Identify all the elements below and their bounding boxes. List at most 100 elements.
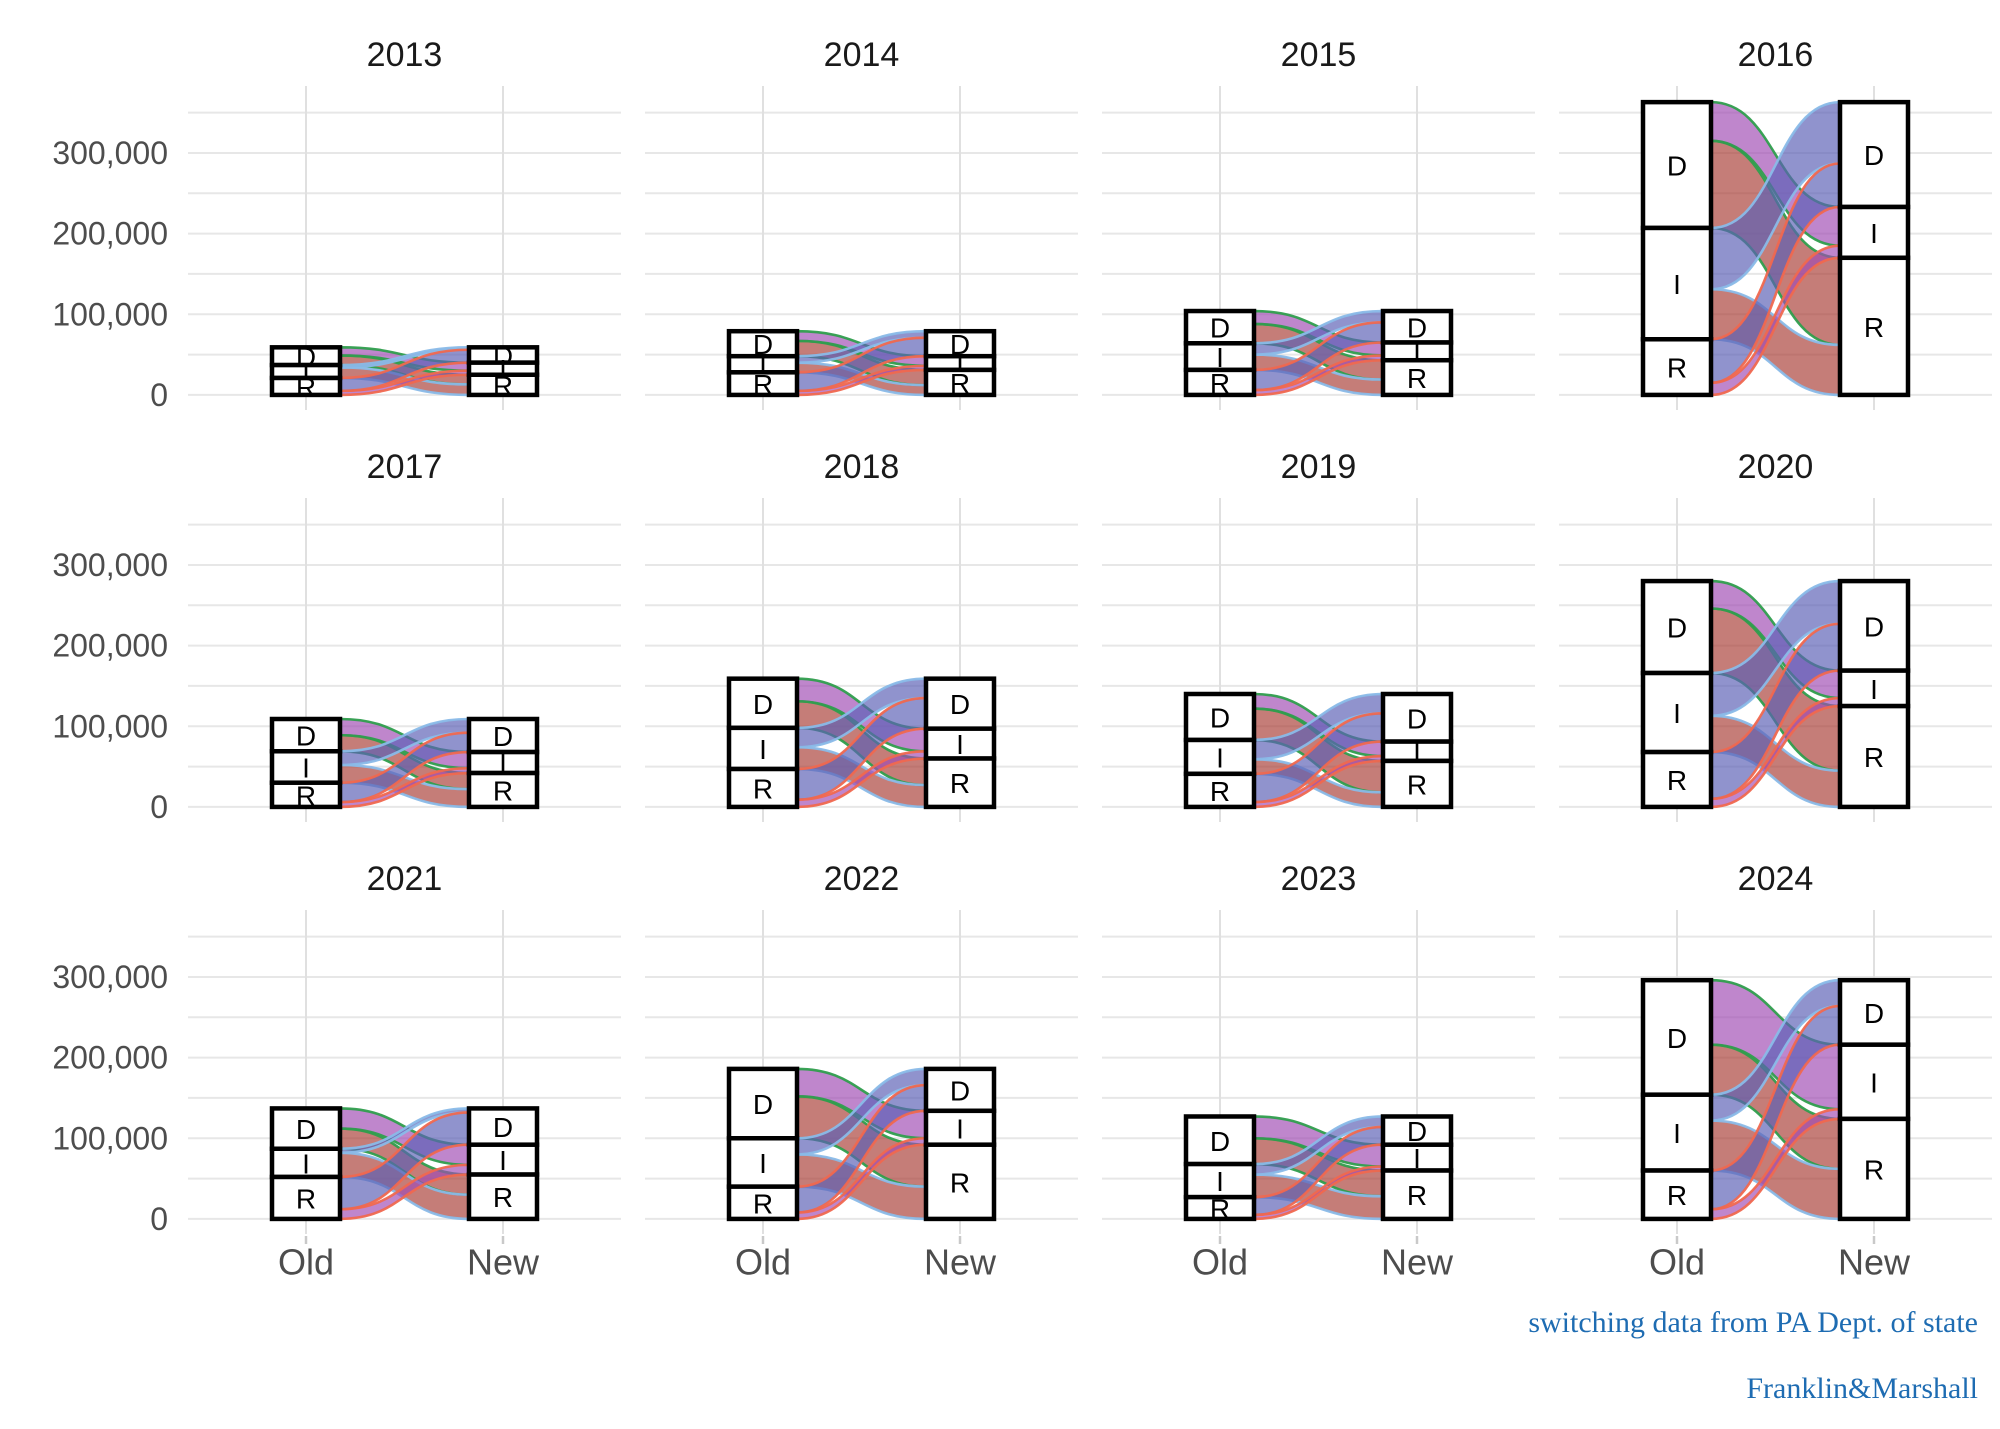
bar-segment-new-I bbox=[1837, 1042, 1911, 1122]
bar-segment-new-I bbox=[466, 1142, 540, 1177]
stratum-label-new-I: I bbox=[499, 1145, 507, 1176]
stratum-label-old-D: D bbox=[1210, 702, 1230, 733]
stratum-label-old-I: I bbox=[759, 350, 767, 381]
stratum-label-new-R: R bbox=[1407, 769, 1427, 800]
bar-segment-old-I bbox=[726, 1136, 800, 1189]
stratum-label-old-R: R bbox=[296, 780, 316, 811]
facet-title: 2024 bbox=[1738, 860, 1814, 898]
stratum-label-old-R: R bbox=[296, 1183, 316, 1214]
stratum-label-new-D: D bbox=[1407, 703, 1427, 734]
bar-segment-new-I bbox=[1380, 1142, 1454, 1173]
bar-segment-new-R bbox=[1837, 703, 1911, 810]
bar-segment-old-R bbox=[1640, 337, 1714, 398]
stratum-label-old-I: I bbox=[1673, 698, 1681, 729]
stratum-label-old-I: I bbox=[759, 734, 767, 765]
stratum-label-new-D: D bbox=[493, 721, 513, 752]
stratum-label-new-I: I bbox=[956, 1113, 964, 1144]
bar-segment-new-D bbox=[1380, 691, 1454, 744]
stratum-label-old-I: I bbox=[302, 1148, 310, 1179]
facet-title: 2017 bbox=[367, 448, 443, 486]
stratum-label-old-D: D bbox=[296, 721, 316, 752]
facet-title: 2020 bbox=[1738, 448, 1814, 486]
stratum-label-new-R: R bbox=[950, 368, 970, 399]
facet-title: 2013 bbox=[367, 36, 443, 74]
bar-segment-new-R bbox=[466, 770, 540, 810]
bar-segment-new-R bbox=[1837, 255, 1911, 398]
stratum-label-old-R: R bbox=[296, 372, 316, 403]
y-axis-tick-label: 0 bbox=[150, 1201, 168, 1237]
bar-segment-old-I bbox=[269, 1146, 343, 1180]
stratum-label-new-I: I bbox=[499, 748, 507, 779]
facet-title: 2014 bbox=[824, 36, 900, 74]
bar-segment-new-I bbox=[923, 1108, 997, 1147]
stratum-label-old-R: R bbox=[1667, 1180, 1687, 1211]
bar-segment-new-D bbox=[1837, 578, 1911, 673]
y-axis-tick-label: 300,000 bbox=[52, 959, 168, 995]
bar-segment-old-I bbox=[1183, 341, 1257, 373]
bar-segment-new-R bbox=[1380, 758, 1454, 810]
stratum-label-new-I: I bbox=[956, 729, 964, 760]
stratum-label-old-I: I bbox=[759, 1148, 767, 1179]
y-axis-tick-label: 300,000 bbox=[52, 135, 168, 171]
stratum-label-new-D: D bbox=[1864, 998, 1884, 1029]
bar-segment-old-R bbox=[726, 370, 800, 398]
bar-segment-old-R bbox=[726, 1184, 800, 1222]
bar-segment-new-R bbox=[923, 1142, 997, 1222]
caption-source: switching data from PA Dept. of state bbox=[1528, 1306, 1978, 1339]
stratum-label-new-D: D bbox=[493, 1112, 513, 1143]
stratum-label-old-I: I bbox=[1216, 1166, 1224, 1197]
stratum-label-new-D: D bbox=[950, 1075, 970, 1106]
y-axis-tick-label: 100,000 bbox=[52, 296, 168, 332]
stratum-label-new-R: R bbox=[1864, 312, 1884, 343]
stratum-label-old-I: I bbox=[302, 357, 310, 388]
stratum-label-old-D: D bbox=[753, 689, 773, 720]
stratum-label-old-R: R bbox=[1210, 368, 1230, 399]
stratum-label-old-R: R bbox=[1667, 765, 1687, 796]
y-axis-tick-label: 100,000 bbox=[52, 708, 168, 744]
stratum-label-old-D: D bbox=[296, 1114, 316, 1145]
y-axis-tick-label: 0 bbox=[150, 789, 168, 825]
stratum-label-new-R: R bbox=[1864, 1154, 1884, 1185]
bar-segment-new-R bbox=[923, 367, 997, 398]
facet-2016: 2016 D I R D I R bbox=[1559, 36, 1992, 410]
stratum-label-new-R: R bbox=[493, 370, 513, 401]
stratum-label-old-R: R bbox=[753, 369, 773, 400]
bar-segment-old-R bbox=[1640, 749, 1714, 810]
stratum-label-new-I: I bbox=[499, 354, 507, 385]
stratum-label-new-D: D bbox=[1864, 611, 1884, 642]
stratum-label-old-D: D bbox=[1667, 613, 1687, 644]
stratum-label-old-R: R bbox=[1210, 776, 1230, 807]
facet-title: 2015 bbox=[1281, 36, 1357, 74]
bar-segment-old-I bbox=[726, 725, 800, 772]
stratum-label-new-D: D bbox=[1407, 312, 1427, 343]
bar-segment-old-I bbox=[269, 749, 343, 785]
bar-segment-new-R bbox=[466, 1172, 540, 1222]
x-axis-label-old: Old bbox=[735, 1242, 791, 1283]
stratum-label-old-D: D bbox=[1210, 1126, 1230, 1157]
bar-segment-old-D bbox=[1183, 308, 1257, 346]
facet-title: 2021 bbox=[367, 860, 443, 898]
bar-segment-old-R bbox=[1183, 1194, 1257, 1222]
caption-brand: Franklin&Marshall bbox=[1746, 1372, 1978, 1405]
stratum-label-new-D: D bbox=[950, 689, 970, 720]
bar-segment-new-D bbox=[1837, 977, 1911, 1047]
stratum-label-new-I: I bbox=[1413, 337, 1421, 368]
x-axis-label-new: New bbox=[924, 1242, 997, 1283]
stratum-label-new-R: R bbox=[950, 1167, 970, 1198]
x-axis-label-old: Old bbox=[1649, 1242, 1705, 1283]
stratum-label-old-I: I bbox=[1216, 342, 1224, 373]
bar-segment-new-I bbox=[1837, 668, 1911, 709]
x-axis-label-old: Old bbox=[1192, 1242, 1248, 1283]
bar-segment-old-R bbox=[269, 780, 343, 810]
bar-segment-old-R bbox=[1183, 367, 1257, 398]
y-axis-tick-label: 0 bbox=[150, 377, 168, 413]
facet-title: 2018 bbox=[824, 448, 900, 486]
